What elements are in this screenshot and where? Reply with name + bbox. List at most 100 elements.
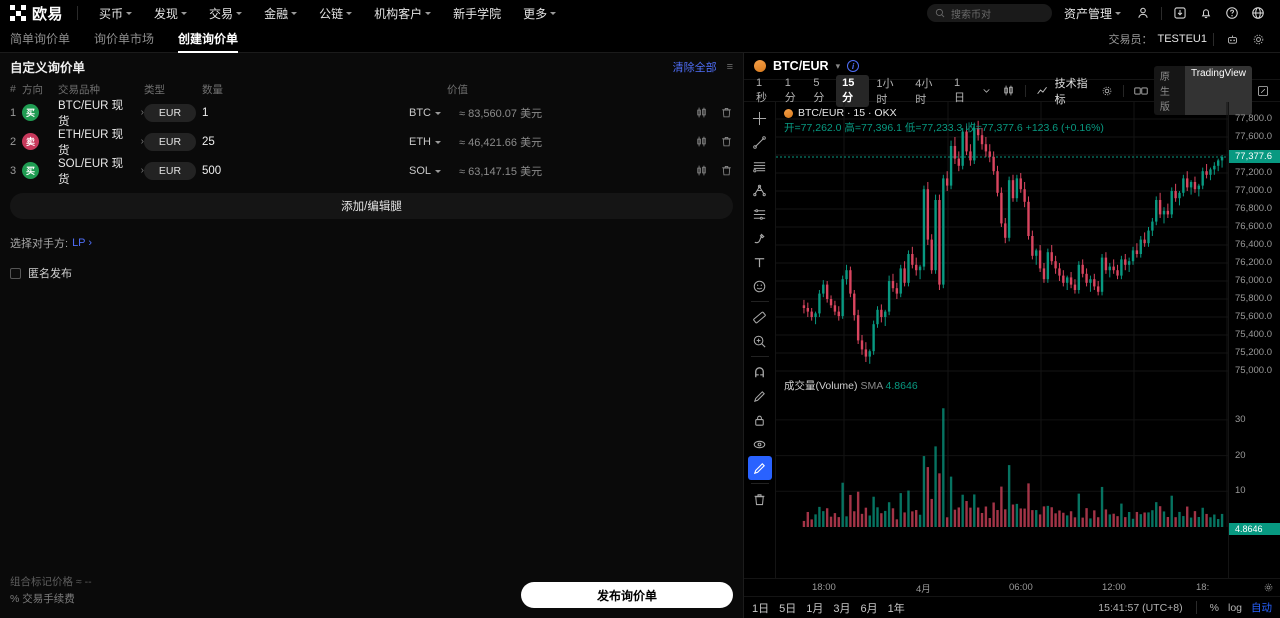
nav-item-more[interactable]: 更多 <box>512 5 567 22</box>
crosshair-icon[interactable] <box>748 106 772 130</box>
unit-selector[interactable]: SOL <box>409 165 447 177</box>
timeframe-15m[interactable]: 15分 <box>836 74 870 107</box>
timeframe-1d[interactable]: 1日 <box>953 76 965 104</box>
nav-item-asset-management[interactable]: 资产管理 <box>1054 5 1129 22</box>
trend-line-icon[interactable] <box>748 130 772 154</box>
quantity-input[interactable] <box>202 106 392 119</box>
nav-item-academy[interactable]: 新手学院 <box>442 5 512 22</box>
nav-item-institutional[interactable]: 机构客户 <box>363 5 442 22</box>
indicators-button[interactable]: 技术指标 <box>1054 77 1088 106</box>
gear-icon[interactable] <box>1246 29 1270 49</box>
type-selector[interactable]: EUR <box>144 161 196 180</box>
fullscreen-icon[interactable] <box>1252 85 1274 97</box>
user-icon[interactable] <box>1131 3 1155 23</box>
chart-header: BTC/EUR ▾ i <box>744 53 1280 80</box>
delete-row-icon[interactable] <box>720 106 733 119</box>
timeframe-1s[interactable]: 1秒 <box>756 76 767 104</box>
candlestick-icon[interactable] <box>695 106 708 119</box>
candlestick-icon[interactable] <box>695 164 708 177</box>
trash-icon[interactable] <box>748 487 772 511</box>
timeframe-5m[interactable]: 5分 <box>813 76 825 104</box>
chart-plot-area[interactable]: BTC/EUR · 15 · OKX 开=77,262.0 高=77,396.1… <box>776 102 1228 578</box>
range-1mo[interactable]: 1月 <box>806 602 824 615</box>
eye-icon[interactable] <box>748 432 772 456</box>
range-3mo[interactable]: 3月 <box>833 602 851 615</box>
gear-icon[interactable] <box>1096 85 1118 97</box>
ruler-icon[interactable] <box>748 305 772 329</box>
timeframe-1m[interactable]: 1分 <box>784 76 796 104</box>
auto-scale-button[interactable]: 自动 <box>1251 602 1272 614</box>
unit-selector[interactable]: ETH <box>409 136 447 148</box>
nav-item-discover[interactable]: 发现 <box>143 5 198 22</box>
price-axis[interactable]: 77,800.077,600.077,400.077,200.077,000.0… <box>1228 102 1280 578</box>
tab-create-rfq[interactable]: 创建询价单 <box>166 26 250 53</box>
anonymous-checkbox[interactable] <box>10 267 21 279</box>
layout-icon[interactable] <box>1129 85 1153 97</box>
pitchfork-icon[interactable] <box>748 178 772 202</box>
axis-settings-icon[interactable] <box>1263 582 1274 593</box>
side-badge-buy[interactable]: 买 <box>22 162 39 179</box>
clear-all-button[interactable]: 清除全部 <box>672 61 717 74</box>
range-6mo[interactable]: 6月 <box>860 602 878 615</box>
brand-logo[interactable]: 欧易 <box>10 3 63 24</box>
instrument-selector[interactable]: SOL/EUR 现货 › <box>58 155 144 187</box>
timeframe-1h[interactable]: 1小时 <box>876 77 894 106</box>
download-icon[interactable] <box>1168 3 1192 23</box>
robot-icon[interactable] <box>1220 29 1244 49</box>
drawing-mode-icon[interactable] <box>747 456 772 480</box>
volume-sma-value: 4.8646 <box>885 380 918 392</box>
lock-icon[interactable] <box>748 408 772 432</box>
chart-type-icon[interactable] <box>997 84 1020 97</box>
nav-item-buy-crypto[interactable]: 买币 <box>88 5 143 22</box>
range-1y[interactable]: 1年 <box>887 602 905 615</box>
counterparty-selector[interactable]: LP › <box>72 237 93 249</box>
search-input[interactable]: 搜索币对 <box>926 4 1052 22</box>
quantity-input[interactable] <box>202 135 392 148</box>
range-5d[interactable]: 5日 <box>779 602 797 615</box>
mode-tradingview-option[interactable]: TradingView <box>1184 66 1253 115</box>
chevron-down-icon[interactable]: ▾ <box>835 60 841 71</box>
pencil-icon[interactable] <box>748 384 772 408</box>
info-icon[interactable]: i <box>847 60 860 72</box>
instrument-selector[interactable]: BTC/EUR 现货 › <box>58 97 144 129</box>
percent-scale-button[interactable]: % <box>1209 601 1219 614</box>
type-selector[interactable]: EUR <box>144 132 196 151</box>
panel-menu-icon[interactable]: ≡ <box>726 60 733 73</box>
quantity-input[interactable] <box>202 164 392 177</box>
instrument-selector[interactable]: ETH/EUR 现货 › <box>58 126 144 158</box>
table-header: # 方向 交易品种 类型 数量 价值 <box>0 80 743 98</box>
nav-item-finance[interactable]: 金融 <box>253 5 308 22</box>
help-icon[interactable] <box>1220 3 1244 23</box>
horizontal-lines-icon[interactable] <box>748 154 772 178</box>
zoom-icon[interactable] <box>748 329 772 353</box>
delete-row-icon[interactable] <box>720 164 733 177</box>
tab-rfq-market[interactable]: 询价单市场 <box>94 31 155 46</box>
mode-native-option[interactable]: 原生版 <box>1159 72 1170 113</box>
fibonacci-icon[interactable] <box>748 202 772 226</box>
time-axis[interactable]: 18:00 4月 06:00 12:00 18: <box>744 578 1280 596</box>
globe-icon[interactable] <box>1246 3 1270 23</box>
emoji-icon[interactable] <box>748 274 772 298</box>
delete-row-icon[interactable] <box>720 135 733 148</box>
tab-simple-rfq[interactable]: 简单询价单 <box>10 31 71 46</box>
range-1d[interactable]: 1日 <box>752 602 770 615</box>
timeframe-4h[interactable]: 4小时 <box>915 77 933 106</box>
text-icon[interactable] <box>748 250 772 274</box>
candlestick-icon[interactable] <box>695 135 708 148</box>
nav-item-trade[interactable]: 交易 <box>198 5 253 22</box>
log-scale-button[interactable]: log <box>1227 601 1242 614</box>
chart-pair-name[interactable]: BTC/EUR <box>773 59 829 73</box>
publish-rfq-button[interactable]: 发布询价单 <box>521 582 733 608</box>
unit-selector[interactable]: BTC <box>409 107 447 119</box>
nav-item-chain[interactable]: 公链 <box>308 5 363 22</box>
type-selector[interactable]: EUR <box>144 103 196 122</box>
bell-icon[interactable] <box>1194 3 1218 23</box>
brush-icon[interactable] <box>748 226 772 250</box>
side-badge-sell[interactable]: 卖 <box>22 133 39 150</box>
side-badge-buy[interactable]: 买 <box>22 104 39 121</box>
chevron-down-icon[interactable] <box>977 86 996 95</box>
indicators-icon[interactable] <box>1031 84 1054 97</box>
toolbar-divider <box>750 301 769 302</box>
magnet-icon[interactable] <box>748 360 772 384</box>
add-edit-leg-button[interactable]: 添加/编辑腿 <box>10 193 733 219</box>
